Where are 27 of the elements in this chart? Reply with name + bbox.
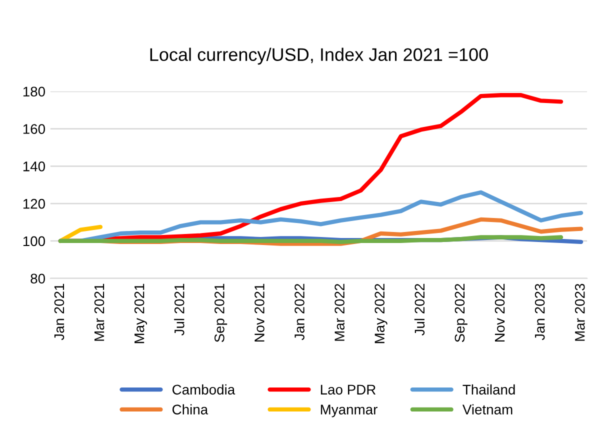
x-tick-label: Mar 2023 (574, 284, 585, 341)
y-tick-label: 80 (30, 274, 45, 284)
x-tick-label: Nov 2021 (254, 284, 264, 342)
y-tick-label: 180 (23, 86, 46, 97)
x-tick-label: Jul 2022 (414, 284, 425, 336)
x-tick-label: Jul 2021 (174, 284, 184, 336)
x-tick-label: Sep 2022 (454, 284, 468, 342)
x-tick-label: May 2022 (374, 284, 388, 344)
x-tick-label: Sep 2021 (214, 284, 228, 342)
chart-title: Local currency/USD, Index Jan 2021 =100 (150, 48, 488, 65)
y-tick-label: 160 (23, 124, 46, 134)
legend-label: Thailand (462, 384, 515, 395)
legend-label: Lao PDR (320, 384, 376, 395)
x-tick-label: Jan 2023 (534, 284, 545, 340)
y-tick-label: 100 (23, 236, 46, 246)
x-tick-label: Nov 2022 (494, 284, 505, 342)
legend-label: Myanmar (320, 404, 378, 418)
y-tick-label: 120 (23, 198, 46, 209)
x-tick-label: Jan 2021 (54, 284, 64, 340)
legend-label: Cambodia (172, 384, 236, 395)
x-tick-label: May 2021 (134, 284, 147, 344)
y-tick-label: 140 (23, 162, 46, 172)
legend-label: China (172, 404, 208, 414)
x-tick-label: Mar 2021 (94, 284, 104, 341)
x-tick-label: Jan 2022 (294, 284, 304, 340)
legend-label: Vietnam (462, 404, 512, 414)
x-tick-label: Mar 2022 (334, 284, 344, 341)
